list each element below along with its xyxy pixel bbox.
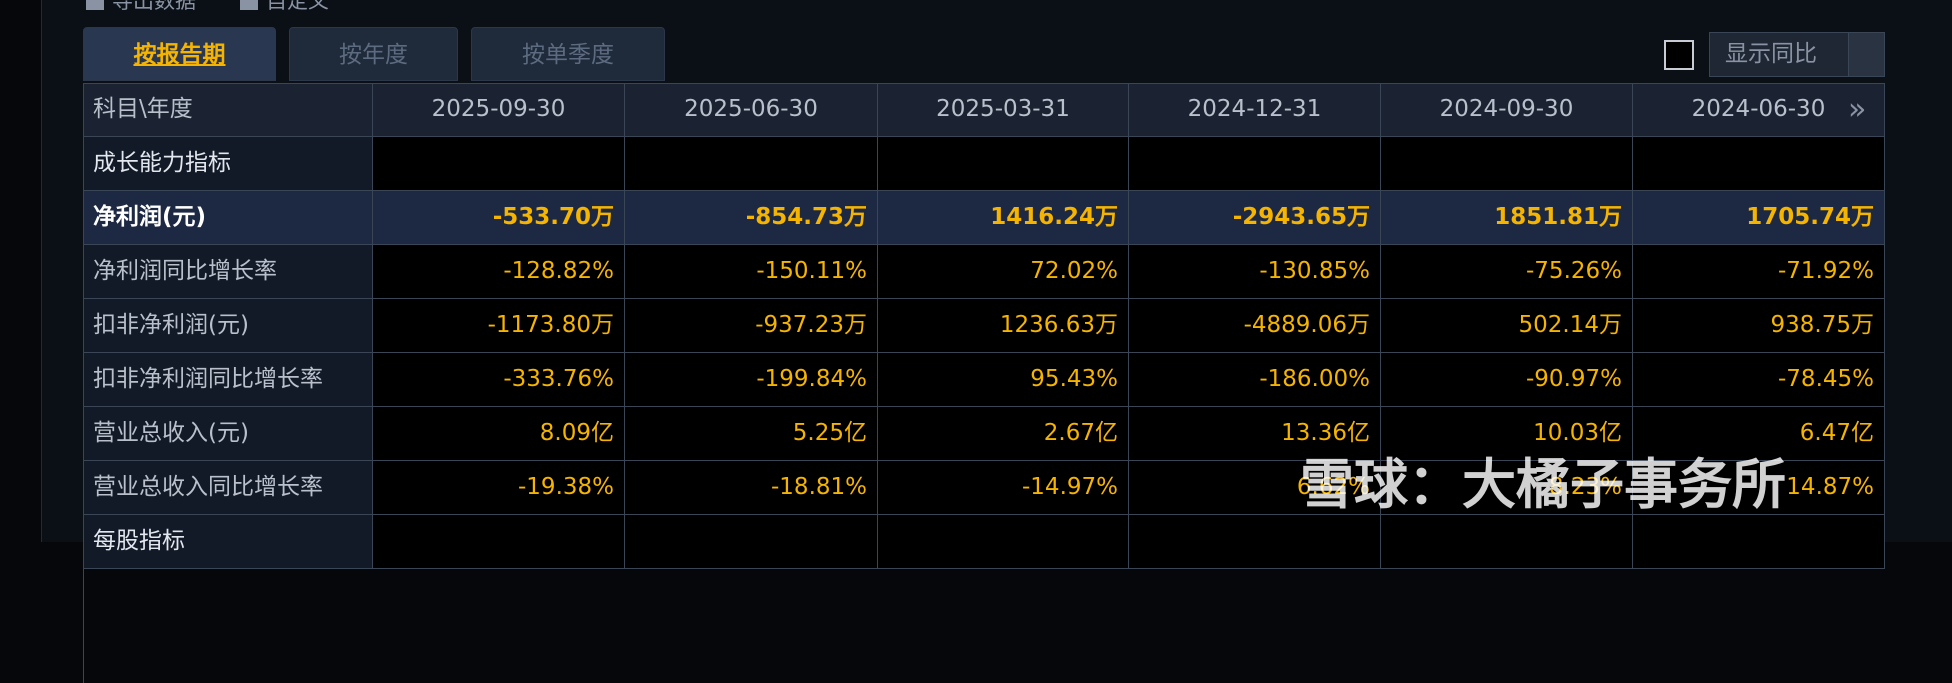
row-label: 净利润(元) — [83, 191, 373, 245]
empty-cell — [878, 137, 1129, 191]
custom-button[interactable]: 自定义 — [240, 0, 329, 14]
row-label: 净利润同比增长率 — [83, 245, 373, 299]
value-cell: -533.70万 — [373, 191, 625, 245]
section-label: 成长能力指标 — [83, 137, 373, 191]
empty-cell — [1381, 137, 1633, 191]
watermark: 雪球：大橘子事务所 — [1300, 453, 1786, 516]
empty-cell — [373, 515, 625, 569]
row-label: 营业总收入(元) — [83, 407, 373, 461]
header-cell: 2025-03-31 — [878, 83, 1129, 137]
value-cell: -4889.06万 — [1129, 299, 1381, 353]
value-cell: -75.26% — [1381, 245, 1633, 299]
tab[interactable]: 按报告期 — [83, 27, 276, 81]
value-cell: 10.03亿 — [1381, 407, 1633, 461]
dropdown-arrow — [1848, 33, 1884, 76]
empty-cell — [1381, 515, 1633, 569]
tab[interactable]: 按单季度 — [471, 27, 665, 81]
header-cell: 2024-12-31 — [1129, 83, 1381, 137]
row-label: 扣非净利润(元) — [83, 299, 373, 353]
value-cell: -333.76% — [373, 353, 625, 407]
value-cell: -128.82% — [373, 245, 625, 299]
empty-cell — [373, 137, 625, 191]
value-cell: -2943.65万 — [1129, 191, 1381, 245]
value-cell: 5.25亿 — [625, 407, 878, 461]
value-cell: 1705.74万 — [1633, 191, 1885, 245]
row-label: 营业总收入同比增长率 — [83, 461, 373, 515]
value-cell: 8.09亿 — [373, 407, 625, 461]
more-arrow: » — [1848, 92, 1867, 127]
value-cell: 8.23% — [1381, 461, 1633, 515]
empty-cell — [625, 137, 878, 191]
dropdown-label: 显示同比 — [1725, 41, 1817, 67]
value-cell: 1236.63万 — [878, 299, 1129, 353]
value-cell: 95.43% — [878, 353, 1129, 407]
value-cell: -937.23万 — [625, 299, 878, 353]
checkbox[interactable] — [1664, 40, 1694, 70]
value-cell: 502.14万 — [1381, 299, 1633, 353]
row-label: 扣非净利润同比增长率 — [83, 353, 373, 407]
section-label: 每股指标 — [83, 515, 373, 569]
tab[interactable]: 按年度 — [289, 27, 458, 81]
value-cell: -19.38% — [373, 461, 625, 515]
header-cell: 2025-09-30 — [373, 83, 625, 137]
header-cell: 2024-09-30 — [1381, 83, 1633, 137]
value-cell: 1851.81万 — [1381, 191, 1633, 245]
value-cell: -150.11% — [625, 245, 878, 299]
empty-cell — [625, 515, 878, 569]
empty-cell — [878, 515, 1129, 569]
value-cell: 2.67亿 — [878, 407, 1129, 461]
header-cell: 科目\年度 — [83, 83, 373, 137]
value-cell: -130.85% — [1129, 245, 1381, 299]
empty-cell — [1633, 515, 1885, 569]
value-cell: -14.97% — [878, 461, 1129, 515]
value-cell: -854.73万 — [625, 191, 878, 245]
header-cell: 2024-06-30 — [1633, 83, 1885, 137]
export-button[interactable]: 导出数据 — [86, 0, 196, 14]
value-cell: 6.62% — [1129, 461, 1381, 515]
value-cell: -199.84% — [625, 353, 878, 407]
value-cell: 6.47亿 — [1633, 407, 1885, 461]
value-cell: -90.97% — [1381, 353, 1633, 407]
value-cell: 72.02% — [878, 245, 1129, 299]
value-cell: 13.36亿 — [1129, 407, 1381, 461]
export-label: 导出数据 — [112, 0, 196, 13]
value-cell: -18.81% — [625, 461, 878, 515]
value-cell: -186.00% — [1129, 353, 1381, 407]
page: 导出数据 自定义 显示同比 按报告期 按年度 按单季度科目\年度 2025-09-30… — [41, 0, 1952, 683]
empty-cell — [1129, 515, 1381, 569]
value-cell: 1416.24万 — [878, 191, 1129, 245]
dropdown[interactable]: 显示同比 — [1709, 32, 1885, 77]
empty-cell — [1129, 137, 1381, 191]
value-cell: -71.92% — [1633, 245, 1885, 299]
value-cell: -78.45% — [1633, 353, 1885, 407]
custom-label: 自定义 — [266, 0, 329, 13]
empty-cell — [1633, 137, 1885, 191]
value-cell: 14.87% — [1633, 461, 1885, 515]
header-cell: 2025-06-30 — [625, 83, 878, 137]
value-cell: -1173.80万 — [373, 299, 625, 353]
value-cell: 938.75万 — [1633, 299, 1885, 353]
